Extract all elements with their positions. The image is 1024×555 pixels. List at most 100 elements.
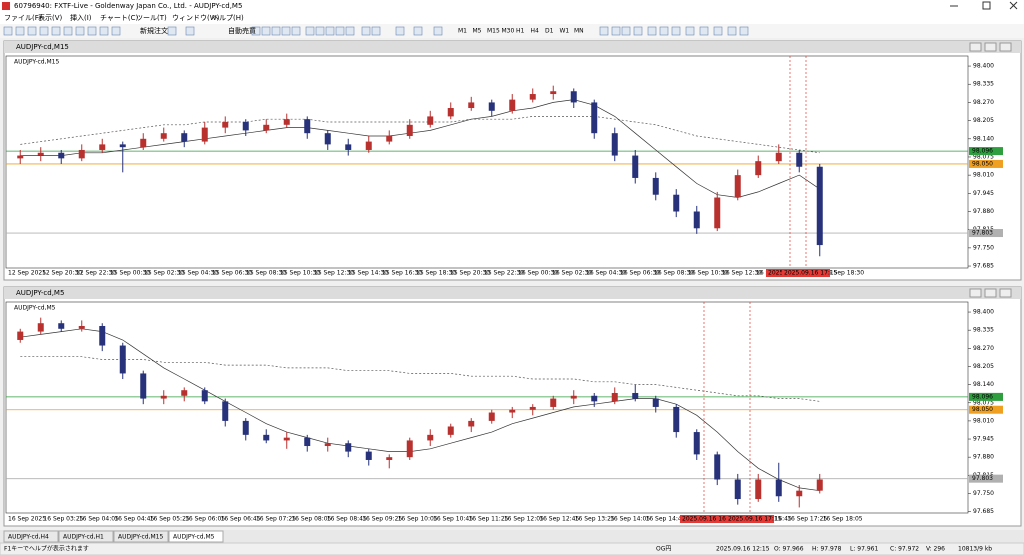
x-tick-label: 16 Sep 12:30 xyxy=(722,270,762,277)
timeframe-button[interactable]: W1 xyxy=(560,28,570,35)
toolbar-icon[interactable] xyxy=(15,26,25,36)
toolbar-icon[interactable] xyxy=(291,26,301,36)
toolbar-icon[interactable] xyxy=(727,26,737,36)
toolbar-icon[interactable] xyxy=(433,26,443,36)
y-tick-label: 98.335 xyxy=(973,327,994,334)
window-button[interactable] xyxy=(984,288,997,298)
toolbar-icon[interactable] xyxy=(63,26,73,36)
toolbar-icon[interactable] xyxy=(167,26,177,36)
x-tick-label: 16 Sep 2025 xyxy=(8,516,46,523)
chart-tab-label[interactable]: AUDJPY-cd,M15 xyxy=(118,534,163,541)
timeframe-button[interactable]: M5 xyxy=(473,28,482,35)
toolbar-icon[interactable] xyxy=(611,26,621,36)
toolbar-icon[interactable] xyxy=(633,26,643,36)
y-tick-label: 98.335 xyxy=(973,81,994,88)
menu-item[interactable]: 挿入(I) xyxy=(70,13,92,22)
chart-tab[interactable] xyxy=(3,530,59,543)
candle-body xyxy=(632,392,639,399)
toolbar-icon[interactable] xyxy=(739,26,749,36)
candle-body xyxy=(509,99,516,111)
chart-tab[interactable] xyxy=(113,530,169,543)
chart-tab[interactable] xyxy=(168,530,224,543)
toolbar-button[interactable]: 自動売買 xyxy=(228,26,256,35)
candle-body xyxy=(468,420,475,427)
chart-label: AUDJPY-cd,M5 xyxy=(14,305,56,312)
status-bar xyxy=(0,542,1024,555)
toolbar-icon[interactable] xyxy=(659,26,669,36)
toolbar-icon[interactable] xyxy=(699,26,709,36)
candle-body xyxy=(611,392,618,402)
x-tick-label: 16 Sep 06:05 xyxy=(185,516,225,523)
x-tick-label: 12 Sep 2025 xyxy=(8,270,46,277)
window-button[interactable] xyxy=(984,42,997,52)
toolbar-icon[interactable] xyxy=(713,26,723,36)
x-tick-label: 16 Sep 11:25 xyxy=(468,516,508,523)
toolbar-icon[interactable] xyxy=(413,26,423,36)
toolbar-icon[interactable] xyxy=(345,26,355,36)
candle-body xyxy=(386,457,393,460)
toolbar-icon[interactable] xyxy=(251,26,261,36)
menu-item[interactable]: ツール(T) xyxy=(136,14,167,22)
toolbar-icon[interactable] xyxy=(671,26,681,36)
toolbar-icon[interactable] xyxy=(685,26,695,36)
toolbar-icon[interactable] xyxy=(305,26,315,36)
toolbar-icon[interactable] xyxy=(599,26,609,36)
timeframe-button[interactable]: MN xyxy=(574,28,584,35)
toolbar-icon[interactable] xyxy=(185,26,195,36)
toolbar-icon[interactable] xyxy=(315,26,325,36)
candle-body xyxy=(304,437,311,447)
timeframe-button[interactable]: M15 xyxy=(487,28,500,35)
timeframe-button[interactable]: H4 xyxy=(531,28,540,35)
menu-item[interactable]: ヘルプ(H) xyxy=(212,14,244,22)
chart-tab[interactable] xyxy=(58,530,114,543)
timeframe-button[interactable]: H1 xyxy=(516,28,525,35)
event-marker-label: 2025.09.16 16:20 xyxy=(682,516,736,523)
x-tick-label: 15 Sep 14:30 xyxy=(348,270,388,277)
menu-item[interactable]: ファイル(F) xyxy=(4,14,42,22)
candle-body xyxy=(734,175,741,198)
y-tick-label: 97.945 xyxy=(973,436,994,443)
timeframe-button[interactable]: D1 xyxy=(545,28,554,35)
toolbar-icon[interactable] xyxy=(99,26,109,36)
toolbar-icon[interactable] xyxy=(111,26,121,36)
toolbar-icon[interactable] xyxy=(75,26,85,36)
toolbar-icons[interactable] xyxy=(3,26,749,36)
toolbar-icon[interactable] xyxy=(281,26,291,36)
y-tick-label: 97.750 xyxy=(973,244,994,251)
window-button[interactable] xyxy=(969,42,982,52)
window-button[interactable] xyxy=(999,288,1012,298)
chart-tab-label[interactable]: AUDJPY-cd,H4 xyxy=(8,534,49,541)
window-button[interactable] xyxy=(969,288,982,298)
x-tick-label: 16 Sep 07:25 xyxy=(256,516,296,523)
menu-item[interactable]: ウィンドウ(W) xyxy=(172,14,220,22)
candle-body xyxy=(78,326,85,329)
price-level-tag xyxy=(969,474,1003,483)
menu-item[interactable]: 表示(V) xyxy=(38,13,63,22)
toolbar-icon[interactable] xyxy=(3,26,13,36)
toolbar-icon[interactable] xyxy=(395,26,405,36)
toolbar-icon[interactable] xyxy=(371,26,381,36)
toolbar-icon[interactable] xyxy=(361,26,371,36)
toolbar-icon[interactable] xyxy=(39,26,49,36)
window-button[interactable] xyxy=(999,42,1012,52)
toolbar-icon[interactable] xyxy=(335,26,345,36)
status-open: O: 97.966 xyxy=(774,546,804,553)
toolbar-icon[interactable] xyxy=(647,26,657,36)
toolbar-icon[interactable] xyxy=(87,26,97,36)
chart-tab-label[interactable]: AUDJPY-cd,M5 xyxy=(173,534,215,541)
menu-item[interactable]: チャート(C) xyxy=(100,14,139,22)
window-controls[interactable] xyxy=(950,1,1018,10)
toolbar-icon[interactable] xyxy=(271,26,281,36)
toolbar-icon[interactable] xyxy=(51,26,61,36)
toolbar-icon[interactable] xyxy=(621,26,631,36)
toolbar-icon[interactable] xyxy=(261,26,271,36)
timeframe-button[interactable]: M1 xyxy=(458,28,467,35)
toolbar-icon[interactable] xyxy=(27,26,37,36)
toolbar-button[interactable]: 新規注文 xyxy=(140,26,168,35)
toolbar-icon[interactable] xyxy=(325,26,335,36)
chart-tab-label[interactable]: AUDJPY-cd,H1 xyxy=(63,534,104,541)
timeframe-button[interactable]: M30 xyxy=(502,28,515,35)
candle-body xyxy=(570,91,577,103)
x-tick-label: 16 Sep 12:05 xyxy=(504,516,544,523)
candle-body xyxy=(17,331,24,340)
